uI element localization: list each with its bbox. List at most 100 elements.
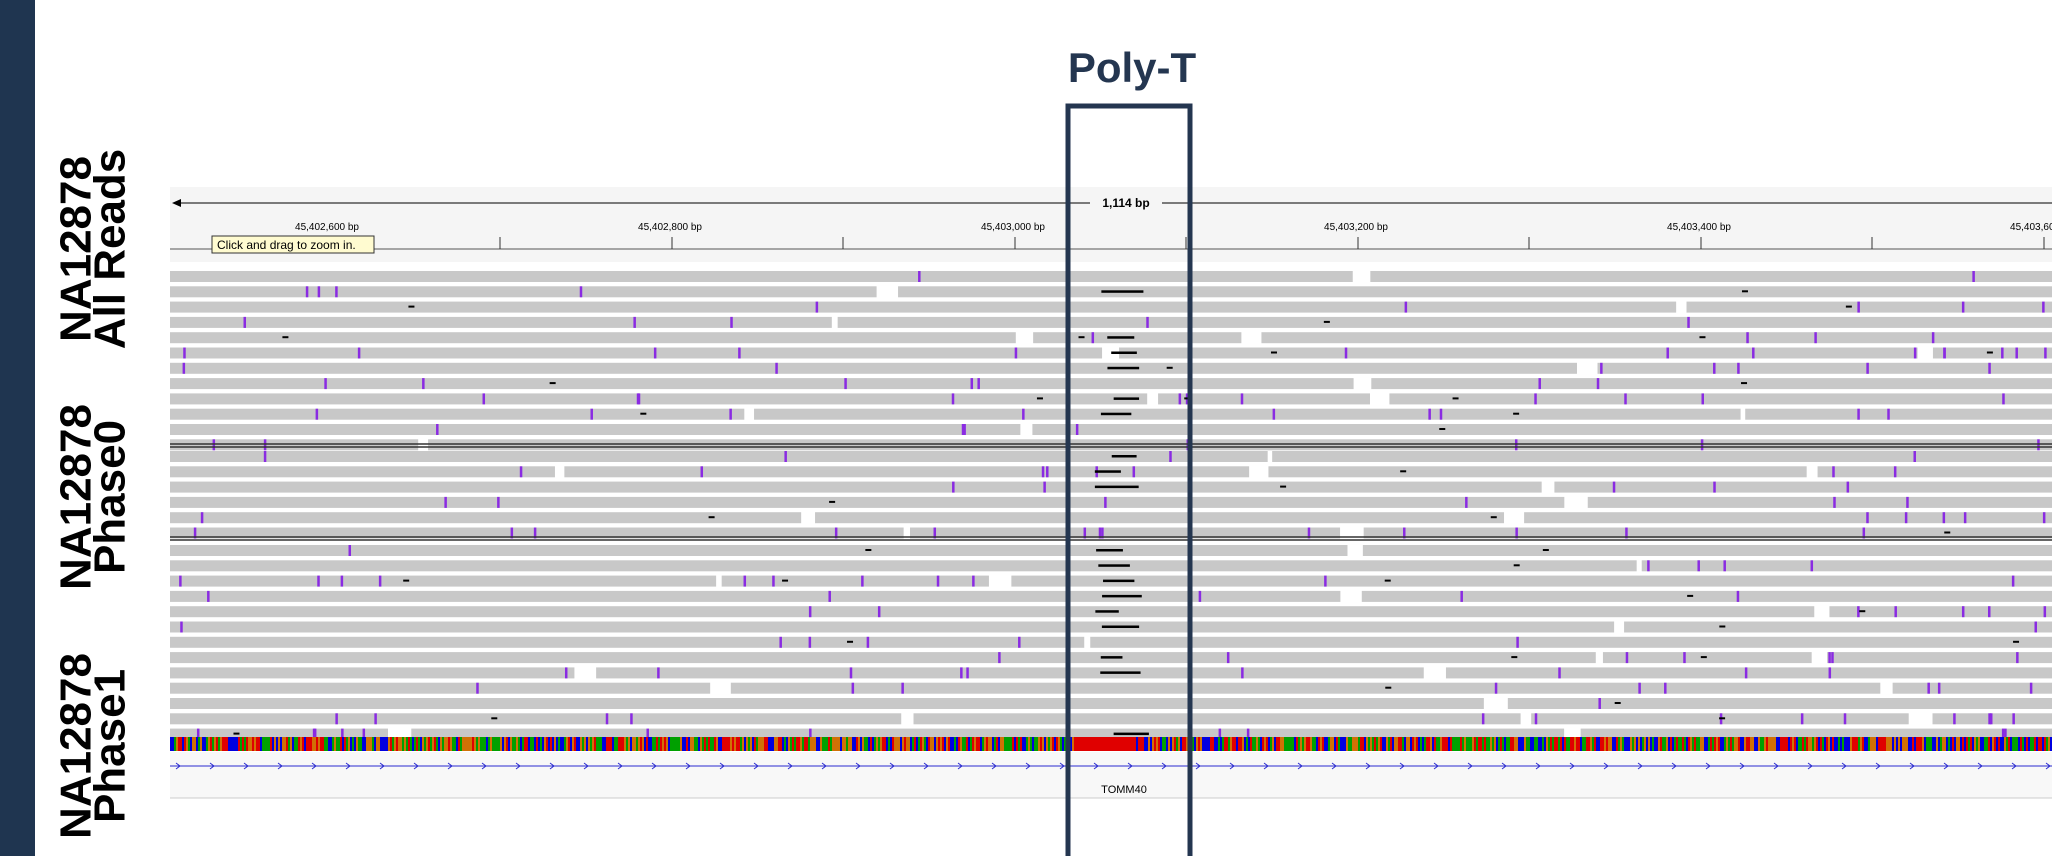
base (406, 737, 408, 751)
read (170, 332, 1016, 343)
base (656, 737, 658, 751)
base (744, 737, 746, 751)
base (824, 737, 826, 751)
insertion (1801, 713, 1804, 724)
homopolymer-del (1107, 367, 1139, 370)
deletion (829, 501, 835, 503)
deletion (640, 413, 646, 415)
deletion (1859, 610, 1865, 612)
base (308, 737, 310, 751)
base (1842, 737, 1844, 751)
base (354, 737, 356, 751)
insertion (1482, 713, 1485, 724)
base (1712, 737, 1714, 751)
base (1998, 737, 2000, 751)
base (554, 737, 556, 751)
base (408, 737, 410, 751)
base (1656, 737, 1658, 751)
base (1868, 737, 1870, 751)
base (1116, 737, 1118, 751)
insertion (972, 576, 975, 587)
base (1900, 737, 1902, 751)
base (2028, 737, 2030, 751)
base (424, 737, 426, 751)
base (1598, 737, 1600, 751)
base (1990, 737, 1992, 751)
base (1460, 737, 1462, 751)
insertion (1943, 512, 1946, 523)
base (1780, 737, 1782, 751)
base (1760, 737, 1762, 751)
base (1464, 737, 1466, 751)
base (1748, 737, 1750, 751)
base (1588, 737, 1590, 751)
base (1680, 737, 1682, 751)
base (326, 737, 328, 751)
base (686, 737, 688, 751)
insertion (1104, 497, 1107, 508)
insertion (1516, 637, 1519, 648)
insertion (1133, 466, 1136, 477)
read (1603, 652, 1812, 663)
insertion (918, 271, 921, 282)
insertion (2043, 512, 2046, 523)
deletion (1453, 397, 1459, 399)
insertion (1894, 606, 1897, 617)
deletion (1514, 564, 1520, 566)
base (1988, 737, 1990, 751)
base (526, 737, 528, 751)
base (1554, 737, 1556, 751)
base (1552, 737, 1554, 751)
base (1042, 737, 1044, 751)
insertion (1015, 348, 1018, 359)
insertion (1538, 378, 1541, 389)
base (1508, 737, 1510, 751)
read (170, 482, 1542, 493)
base (1360, 737, 1362, 751)
base (176, 737, 178, 751)
base (1264, 737, 1266, 751)
base (1146, 737, 1148, 751)
base (878, 737, 880, 751)
base (1324, 737, 1326, 751)
base (206, 737, 208, 751)
insertion (779, 637, 782, 648)
base (1202, 737, 1204, 751)
base (466, 737, 468, 751)
base (198, 737, 200, 751)
insertion (1042, 466, 1045, 477)
insertion (1241, 667, 1244, 678)
base (1828, 737, 1830, 751)
base (1092, 737, 1094, 751)
insertion (2016, 652, 2019, 663)
base (1484, 737, 1486, 751)
read (1818, 466, 2052, 477)
base (1436, 737, 1438, 751)
base (1948, 737, 1950, 751)
base (930, 737, 932, 751)
insertion (852, 683, 855, 694)
base (590, 737, 592, 751)
base (1652, 737, 1654, 751)
base (1028, 737, 1030, 751)
insertion (1701, 393, 1704, 404)
base (1378, 737, 1380, 751)
insertion (1953, 713, 1956, 724)
read (170, 606, 1814, 617)
base (1490, 737, 1492, 751)
insertion (1713, 363, 1716, 374)
insertion (1598, 698, 1601, 709)
insertion (1664, 683, 1667, 694)
base (1468, 737, 1470, 751)
base (1022, 737, 1024, 751)
base (940, 737, 942, 751)
insertion (971, 378, 974, 389)
insertion (1460, 591, 1463, 602)
base (218, 737, 220, 751)
base (1894, 737, 1896, 751)
base (298, 737, 300, 751)
base (1348, 737, 1350, 751)
base (2024, 737, 2026, 751)
insertion (850, 667, 853, 678)
base (778, 737, 780, 751)
